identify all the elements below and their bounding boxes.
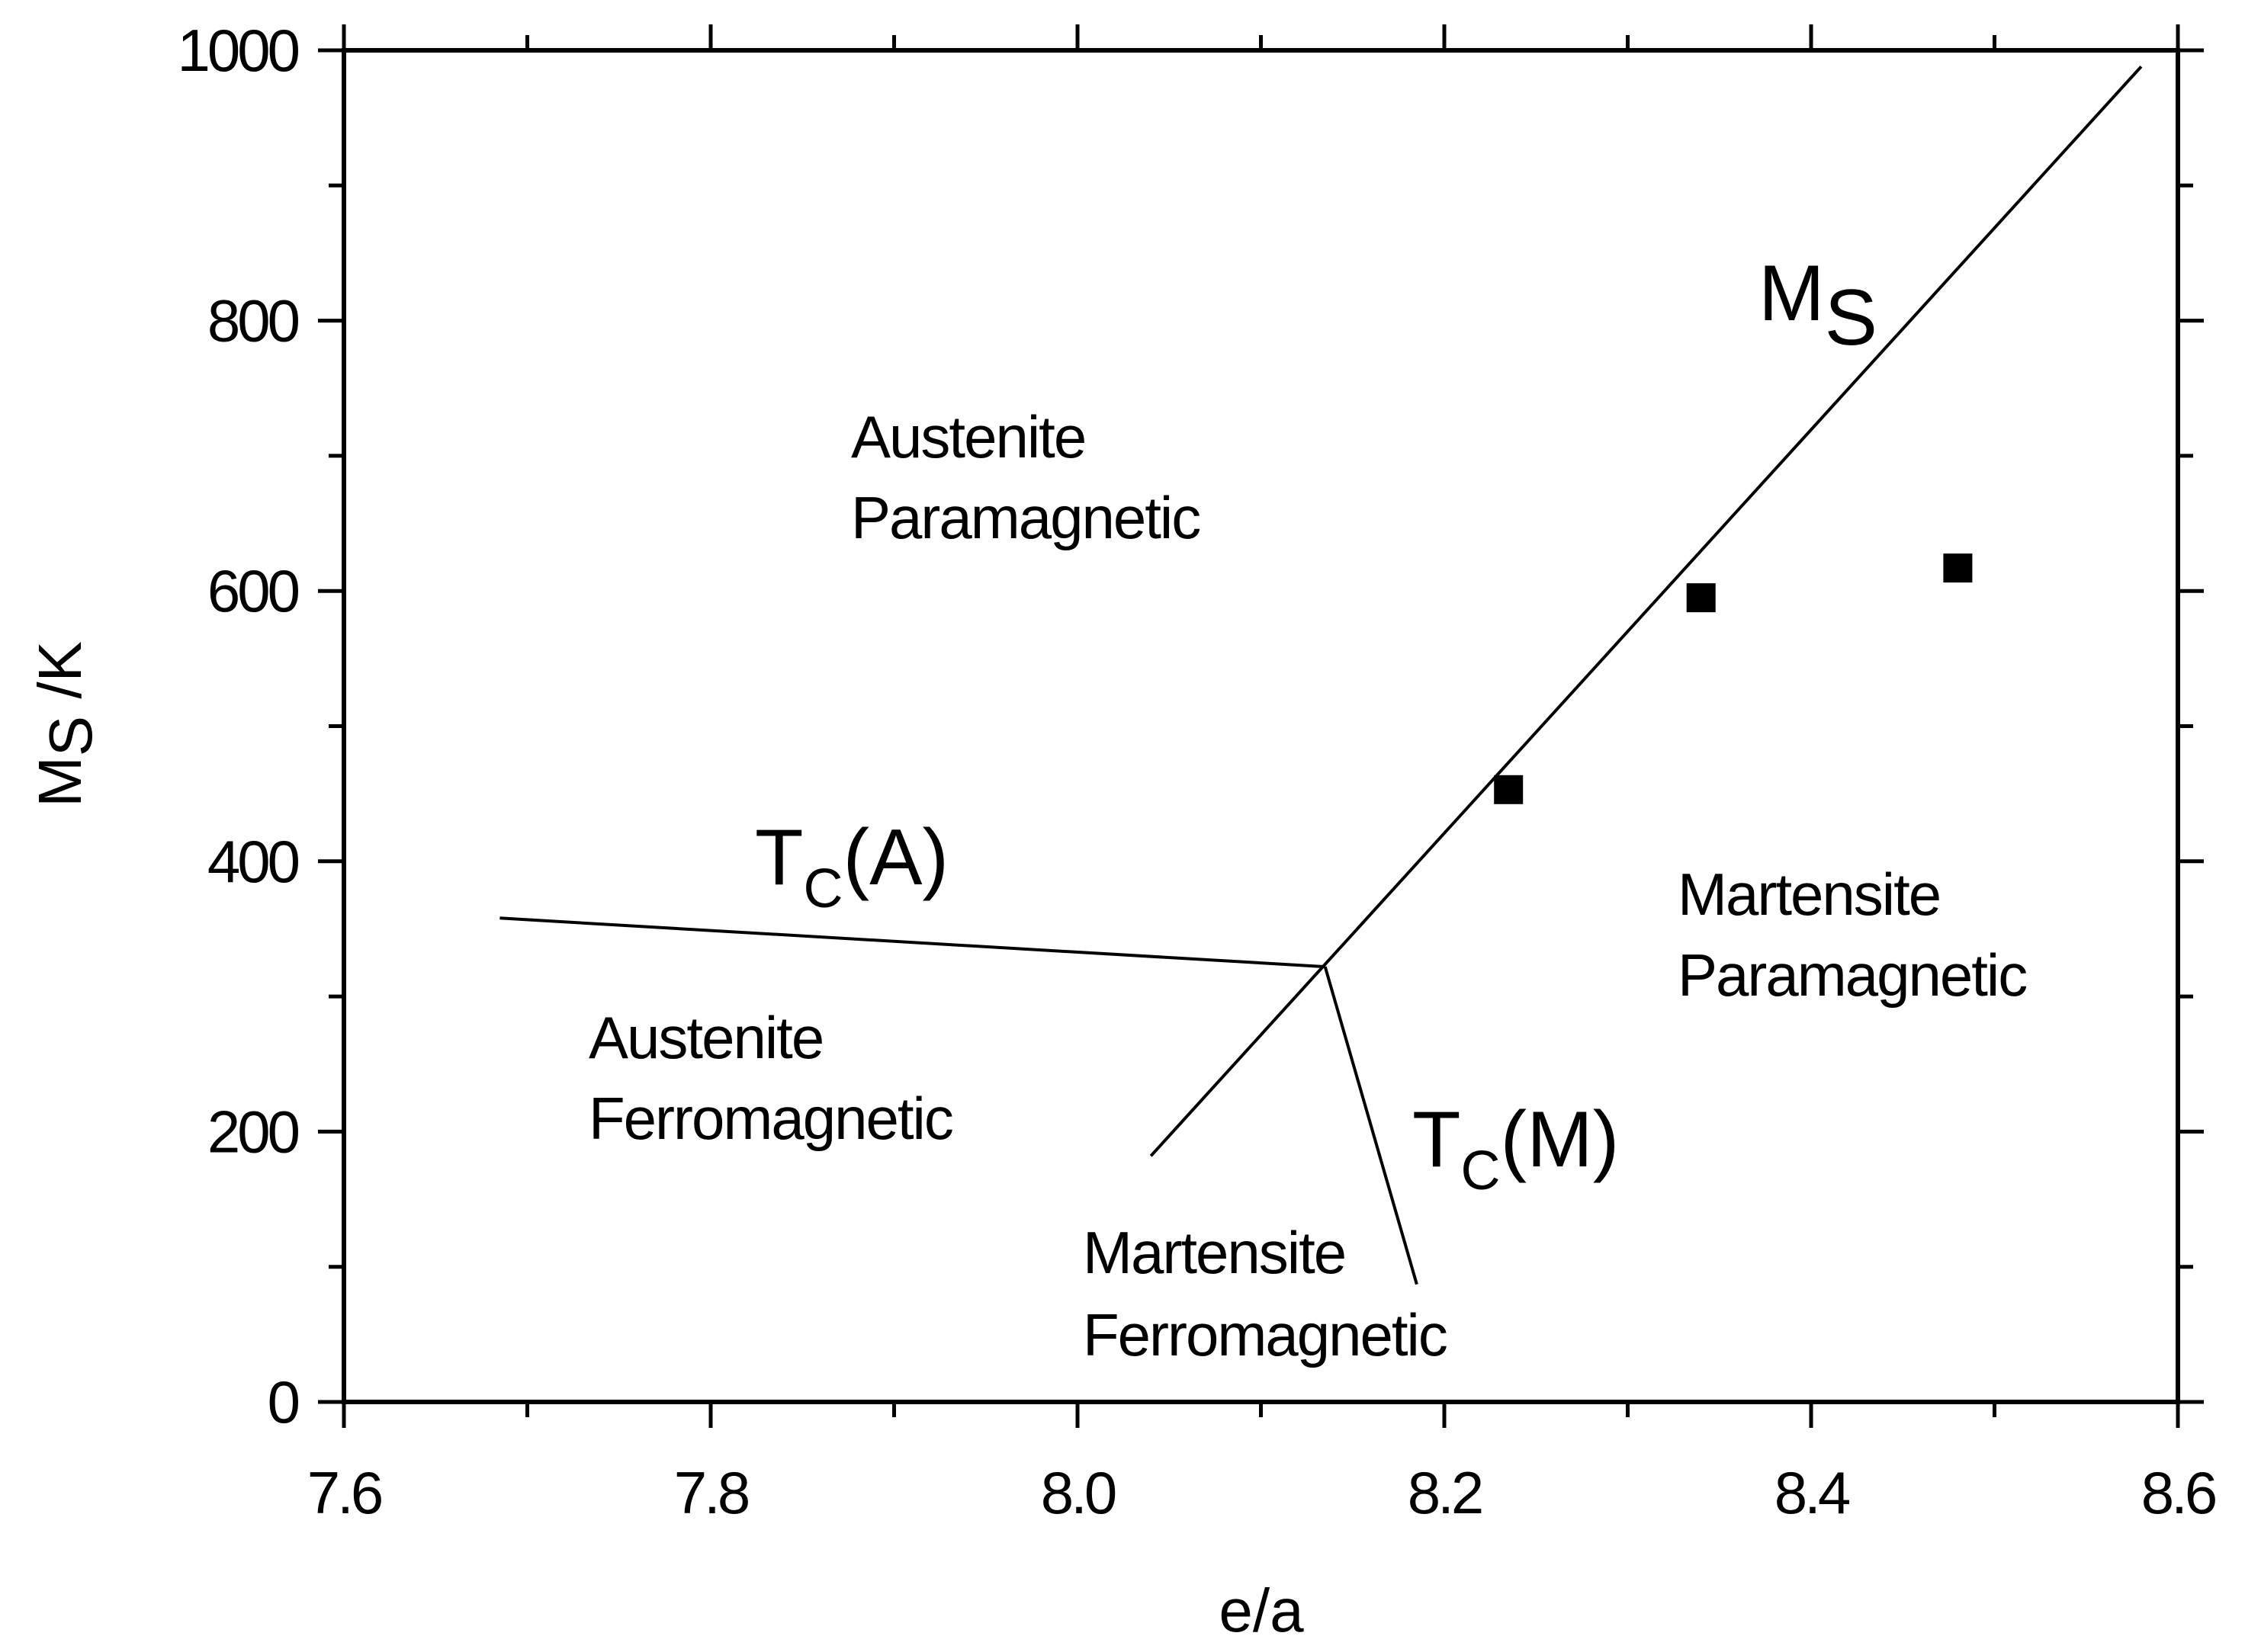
x-tick-label-2: 8.0 [1041,1459,1116,1526]
curve-label-tc-m-suffix: (M) [1501,1095,1620,1184]
y-tick-label-3: 600 [207,557,299,624]
curve-label-ms: MS [1758,249,1877,362]
region-label-martensite-ferromagnetic-line2: Ferromagnetic [1083,1301,1447,1368]
region-label-martensite-paramagnetic-line2: Paramagnetic [1678,941,2026,1009]
curve-label-tc-m: TC(M) [1412,1095,1619,1201]
curve-label-ms-sub: S [1825,274,1877,362]
x-axis-title: e/a [1219,1577,1304,1644]
x-tick-label-5: 8.6 [2141,1459,2215,1526]
y-axis-title-main: M [26,756,94,807]
data-point-2 [1686,583,1716,613]
y-tick-label-2: 400 [207,828,299,895]
data-point-1 [1494,775,1524,804]
curve-label-tc-a-main: T [755,813,804,902]
line-tc-a [499,916,1325,969]
region-label-austenite-ferromagnetic-line2: Ferromagnetic [589,1085,952,1152]
line-ms [1149,65,2143,1157]
y-axis-title: MS /K [26,641,104,807]
region-label-austenite-ferromagnetic-line1: Austenite [589,1004,823,1071]
curve-label-ms-main: M [1758,249,1825,338]
tick-labels-group: 7.6 7.8 8.0 8.2 8.4 8.6 0 200 400 600 800 1000 [177,17,2218,1526]
x-tick-label-1: 7.8 [674,1459,748,1526]
y-axis-title-sub: S [37,716,104,756]
curve-label-tc-a-suffix: (A) [843,813,949,902]
y-axis-title-unit: /K [26,641,94,716]
data-point-3 [1943,553,1973,583]
plot-points-group [1494,553,1973,804]
plot-lines-group [499,65,2143,1285]
x-tick-label-4: 8.4 [1774,1459,1850,1526]
region-label-austenite-paramagnetic-line2: Paramagnetic [851,484,1200,551]
curve-label-tc-a-sub: C [804,858,843,919]
x-tick-label-0: 7.6 [307,1459,381,1526]
y-tick-label-1: 200 [207,1098,299,1165]
line-tc-m [1323,966,1418,1285]
curve-label-tc-m-main: T [1412,1095,1461,1184]
axis-ticks-group [318,24,2204,1428]
curve-label-tc-a: TC(A) [755,813,949,919]
region-label-martensite-paramagnetic-line1: Martensite [1678,861,1940,928]
region-label-austenite-paramagnetic-line1: Austenite [851,403,1085,470]
region-label-martensite-ferromagnetic-line1: Martensite [1083,1219,1345,1286]
y-tick-label-0: 0 [268,1368,299,1435]
y-tick-label-5: 1000 [177,17,298,84]
y-tick-label-4: 800 [207,287,299,354]
curve-label-tc-m-sub: C [1461,1140,1501,1201]
x-tick-label-3: 8.2 [1408,1459,1482,1526]
